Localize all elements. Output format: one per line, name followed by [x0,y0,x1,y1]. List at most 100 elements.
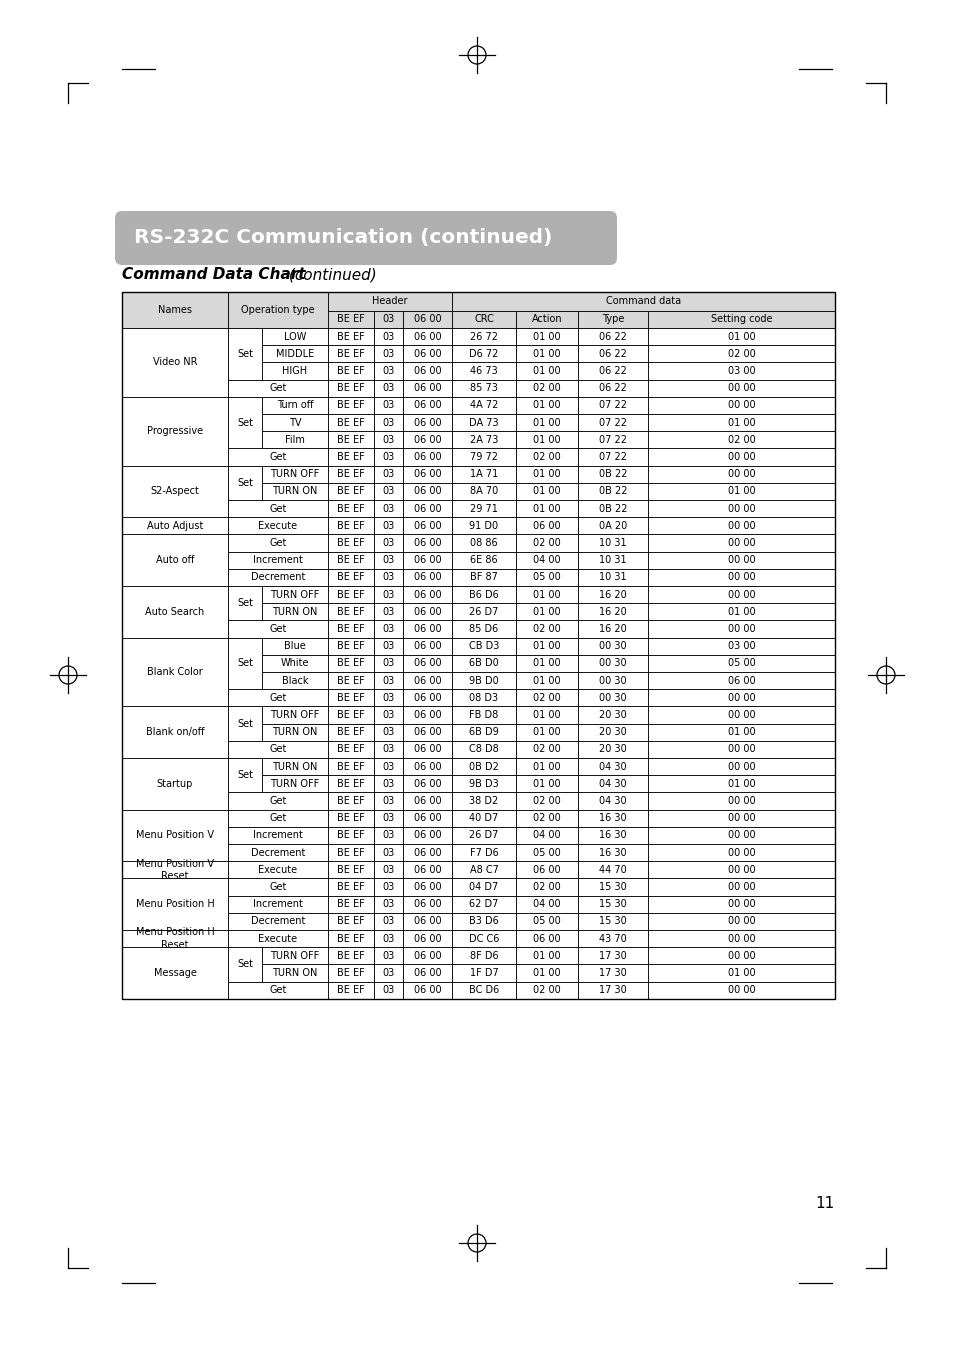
Bar [402,809,452,827]
Bar [228,689,328,707]
Text: 03: 03 [382,607,395,617]
Text: 03: 03 [382,693,395,703]
Text: Setting code: Setting code [710,315,771,324]
Bar [262,482,328,500]
Text: Header: Header [372,296,407,307]
Bar [452,328,516,346]
Bar [578,929,647,947]
Bar [647,362,834,380]
Text: 03: 03 [382,658,395,669]
Text: Set: Set [236,598,253,608]
Text: BE EF: BE EF [336,711,364,720]
Text: BE EF: BE EF [336,349,364,359]
Bar [452,878,516,896]
Text: 05 00: 05 00 [533,847,560,858]
Bar [647,896,834,913]
Bar [402,620,452,638]
Bar [374,689,402,707]
Text: BE EF: BE EF [336,642,364,651]
Text: BE EF: BE EF [336,504,364,513]
Text: BE EF: BE EF [336,555,364,565]
Bar [122,809,228,861]
Bar [578,707,647,724]
Text: DA 73: DA 73 [469,417,498,428]
Text: Type: Type [601,315,623,324]
Bar [228,896,328,913]
Bar [647,346,834,362]
Text: 02 00: 02 00 [533,384,560,393]
Text: 85 D6: 85 D6 [469,624,498,634]
Text: 06 00: 06 00 [414,865,441,875]
Text: BC D6: BC D6 [468,985,498,996]
Bar [516,740,578,758]
Bar [452,689,516,707]
Bar [228,380,328,397]
Bar [578,827,647,844]
Text: 10 31: 10 31 [598,555,626,565]
Text: 03: 03 [382,555,395,565]
Bar [647,929,834,947]
Text: 43 70: 43 70 [598,934,626,943]
Bar [516,689,578,707]
Bar [262,758,328,775]
Bar [402,603,452,620]
Text: Get: Get [269,813,287,823]
Bar [647,397,834,413]
Bar [262,603,328,620]
Bar [374,827,402,844]
Bar [516,793,578,809]
Bar [647,431,834,449]
Text: 00 00: 00 00 [727,589,755,600]
Bar [578,809,647,827]
Bar [374,638,402,655]
Bar [452,482,516,500]
Bar [516,328,578,346]
Bar [374,397,402,413]
Text: 02 00: 02 00 [533,624,560,634]
Bar [516,362,578,380]
Bar [328,740,374,758]
Bar [374,431,402,449]
Text: BE EF: BE EF [336,831,364,840]
Text: 06 00: 06 00 [414,349,441,359]
Text: 03: 03 [382,589,395,600]
Text: Execute: Execute [258,865,297,875]
Bar [516,896,578,913]
Bar [516,569,578,586]
Text: A8 C7: A8 C7 [469,865,497,875]
Text: 4A 72: 4A 72 [469,400,497,411]
Bar [228,586,262,620]
Text: 06 00: 06 00 [414,882,441,892]
Text: 06 00: 06 00 [414,985,441,996]
Bar [452,740,516,758]
Bar [402,431,452,449]
Text: 06 00: 06 00 [414,538,441,549]
Text: Get: Get [269,985,287,996]
Text: CRC: CRC [474,315,494,324]
Text: 07 22: 07 22 [598,417,626,428]
Text: 01 00: 01 00 [533,504,560,513]
Bar [228,517,328,535]
Bar [578,500,647,517]
Text: 01 00: 01 00 [533,486,560,496]
Bar [647,740,834,758]
Bar [452,929,516,947]
Bar [578,965,647,982]
Bar [328,724,374,740]
Bar [402,724,452,740]
Text: 02 00: 02 00 [533,985,560,996]
Bar [402,740,452,758]
Bar [578,569,647,586]
Text: 1A 71: 1A 71 [470,469,497,480]
Bar [374,758,402,775]
Text: Execute: Execute [258,934,297,943]
Text: 00 00: 00 00 [727,882,755,892]
Bar [647,793,834,809]
Bar [328,775,374,793]
Text: 20 30: 20 30 [598,711,626,720]
Bar [122,292,834,998]
Bar [262,466,328,482]
Text: 03: 03 [382,951,395,961]
Text: 00 00: 00 00 [727,762,755,771]
Text: Blue: Blue [284,642,306,651]
